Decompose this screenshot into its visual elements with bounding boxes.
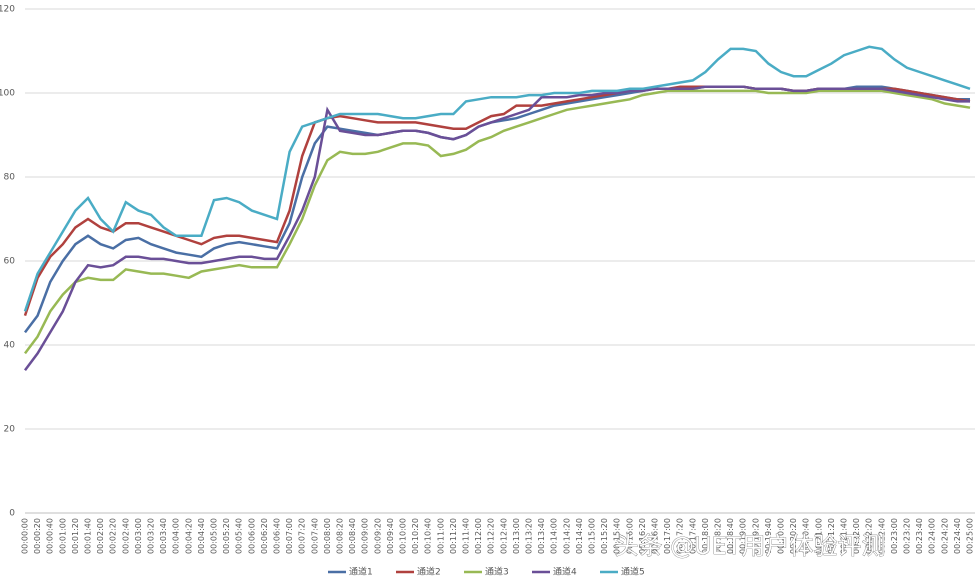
x-tick-label: 00:13:40 bbox=[537, 518, 546, 554]
x-tick-label: 00:15:40 bbox=[613, 518, 622, 554]
series-line bbox=[23, 85, 970, 371]
x-tick-label: 00:07:40 bbox=[310, 518, 319, 554]
x-tick-label: 00:23:00 bbox=[890, 518, 899, 554]
x-tick-label: 00:09:20 bbox=[373, 518, 382, 554]
x-tick-label: 00:08:40 bbox=[348, 518, 357, 554]
series-line bbox=[24, 89, 971, 355]
x-tick-label: 00:06:40 bbox=[273, 518, 282, 554]
x-tick-label: 00:07:20 bbox=[298, 518, 307, 554]
y-tick-label: 120 bbox=[0, 5, 15, 15]
x-tick-label: 00:19:20 bbox=[751, 518, 760, 554]
x-tick-label: 00:10:20 bbox=[411, 518, 420, 554]
x-tick-label: 00:02:20 bbox=[109, 518, 118, 554]
legend-label: 通道2 bbox=[417, 566, 441, 577]
x-tick-label: 00:24:20 bbox=[940, 518, 949, 554]
x-tick-label: 00:12:40 bbox=[499, 518, 508, 554]
x-tick-label: 00:05:20 bbox=[222, 518, 231, 554]
y-tick-label: 40 bbox=[4, 341, 16, 351]
x-tick-label: 00:03:40 bbox=[159, 518, 168, 554]
x-tick-label: 00:20:20 bbox=[789, 518, 798, 554]
series-line bbox=[24, 85, 970, 334]
x-tick-label: 00:22:20 bbox=[865, 518, 874, 554]
x-tick-label: 00:00:40 bbox=[46, 518, 55, 554]
x-tick-label: 00:09:40 bbox=[386, 518, 395, 554]
x-tick-label: 00:20:00 bbox=[777, 518, 786, 554]
legend-item: 通道2 bbox=[396, 566, 441, 577]
x-tick-label: 00:17:20 bbox=[676, 518, 685, 554]
y-tick-label: 60 bbox=[4, 257, 16, 267]
x-tick-label: 00:04:40 bbox=[197, 518, 206, 554]
legend-label: 通道4 bbox=[553, 566, 577, 577]
x-tick-label: 00:07:00 bbox=[285, 518, 294, 554]
legend-label: 通道5 bbox=[621, 566, 645, 577]
x-tick-label: 00:01:40 bbox=[84, 518, 93, 554]
x-tick-label: 00:17:00 bbox=[663, 518, 672, 554]
x-tick-label: 00:10:00 bbox=[399, 518, 408, 554]
x-tick-label: 00:11:20 bbox=[449, 518, 458, 554]
x-tick-label: 00:08:20 bbox=[336, 518, 345, 554]
x-tick-label: 00:23:40 bbox=[915, 518, 924, 554]
x-tick-label: 00:14:40 bbox=[575, 518, 584, 554]
legend-item: 通道4 bbox=[532, 566, 577, 577]
x-tick-label: 00:12:20 bbox=[487, 518, 496, 554]
x-tick-label: 00:03:00 bbox=[134, 518, 143, 554]
x-tick-label: 00:05:00 bbox=[210, 518, 219, 554]
series-line bbox=[23, 45, 971, 312]
x-tick-label: 00:11:40 bbox=[462, 518, 471, 554]
watermark: 头条 @UET用户体验评测 bbox=[614, 532, 885, 560]
x-tick-label: 00:12:00 bbox=[474, 518, 483, 554]
x-tick-label: 00:13:00 bbox=[512, 518, 521, 554]
x-tick-label: 00:09:00 bbox=[361, 518, 370, 554]
x-tick-label: 00:13:20 bbox=[525, 518, 534, 554]
x-tick-label: 00:03:20 bbox=[147, 518, 156, 554]
x-tick-label: 00:10:40 bbox=[424, 518, 433, 554]
x-tick-label: 00:16:40 bbox=[651, 518, 660, 554]
legend-label: 通道1 bbox=[349, 566, 373, 577]
x-tick-label: 00:04:20 bbox=[184, 518, 193, 554]
x-tick-label: 00:23:20 bbox=[903, 518, 912, 554]
x-tick-label: 00:18:00 bbox=[701, 518, 710, 554]
legend-item: 通道1 bbox=[328, 566, 373, 577]
legend-item: 通道5 bbox=[600, 566, 645, 577]
y-tick-label: 80 bbox=[4, 173, 16, 183]
y-tick-label: 0 bbox=[9, 509, 15, 519]
x-tick-label: 00:14:20 bbox=[562, 518, 571, 554]
x-tick-label: 00:00:20 bbox=[33, 518, 42, 554]
x-tick-label: 00:18:40 bbox=[726, 518, 735, 554]
x-tick-label: 00:24:00 bbox=[928, 518, 937, 554]
y-tick-label: 20 bbox=[4, 425, 16, 435]
x-tick-label: 00:15:00 bbox=[588, 518, 597, 554]
x-tick-label: 00:25:00 bbox=[966, 518, 975, 554]
x-tick-label: 00:05:40 bbox=[235, 518, 244, 554]
x-tick-label: 00:21:40 bbox=[840, 518, 849, 554]
x-tick-label: 00:21:20 bbox=[827, 518, 836, 554]
x-tick-label: 00:00:00 bbox=[21, 518, 30, 554]
x-tick-label: 00:19:00 bbox=[739, 518, 748, 554]
x-tick-label: 00:18:20 bbox=[714, 518, 723, 554]
legend-label: 通道3 bbox=[485, 566, 509, 577]
x-tick-label: 00:17:40 bbox=[688, 518, 697, 554]
x-tick-label: 00:16:20 bbox=[638, 518, 647, 554]
x-tick-label: 00:08:00 bbox=[323, 518, 332, 554]
x-tick-label: 00:15:20 bbox=[600, 518, 609, 554]
x-tick-label: 00:01:00 bbox=[58, 518, 67, 554]
legend-item: 通道3 bbox=[464, 566, 509, 577]
y-tick-label: 100 bbox=[0, 89, 15, 99]
x-tick-label: 00:04:00 bbox=[172, 518, 181, 554]
x-tick-label: 00:19:40 bbox=[764, 518, 773, 554]
x-tick-label: 00:20:40 bbox=[802, 518, 811, 554]
x-tick-label: 00:21:00 bbox=[814, 518, 823, 554]
x-tick-label: 00:22:40 bbox=[877, 518, 886, 554]
x-tick-label: 00:06:20 bbox=[260, 518, 269, 554]
x-tick-label: 00:16:00 bbox=[625, 518, 634, 554]
x-tick-label: 00:01:20 bbox=[71, 518, 80, 554]
x-tick-label: 00:11:00 bbox=[436, 518, 445, 554]
x-tick-label: 00:02:00 bbox=[96, 518, 105, 554]
x-tick-label: 00:22:00 bbox=[852, 518, 861, 554]
x-tick-label: 00:24:40 bbox=[953, 518, 962, 554]
x-tick-label: 00:06:00 bbox=[247, 518, 256, 554]
x-tick-label: 00:02:40 bbox=[121, 518, 130, 554]
x-tick-label: 00:14:00 bbox=[550, 518, 559, 554]
